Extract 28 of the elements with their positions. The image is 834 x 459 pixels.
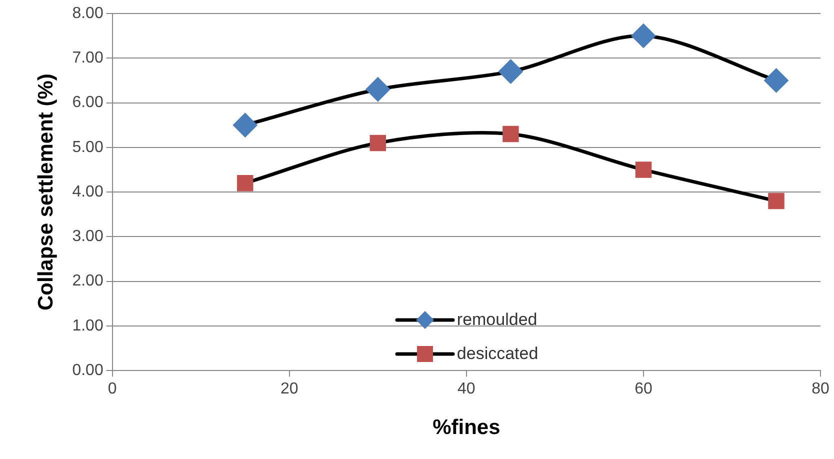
x-tick-label: 80 [812,380,830,398]
point [768,192,784,210]
point [632,24,656,48]
y-tick-label: 7.00 [72,50,104,67]
point [502,126,519,142]
x-tick-label: 20 [280,380,298,398]
point [370,134,386,152]
x-axis-title: %fines [432,416,500,440]
y-tick-label: 6.00 [72,94,104,112]
legend-label: remoulded [456,310,538,330]
point [764,68,788,92]
y-tick-label: 1.00 [72,317,104,334]
y-axis-title: Collapse settlement (%) [34,74,58,310]
point [237,175,254,192]
point [635,162,652,178]
y-tick-label: 5.00 [72,138,104,156]
y-tick-label: 0.00 [72,362,104,380]
legend-label: desiccated [456,344,538,364]
x-tick-label: 40 [458,380,476,398]
x-tick-label: 60 [634,380,652,398]
point [233,113,257,137]
y-tick-label: 2.00 [72,272,104,290]
x-tick-label: 0 [108,380,117,398]
point [498,60,522,84]
y-tick-label: 4.00 [72,183,104,200]
y-tick-label: 8.00 [72,4,104,22]
point [366,78,390,102]
y-tick-label: 3.00 [72,228,104,246]
